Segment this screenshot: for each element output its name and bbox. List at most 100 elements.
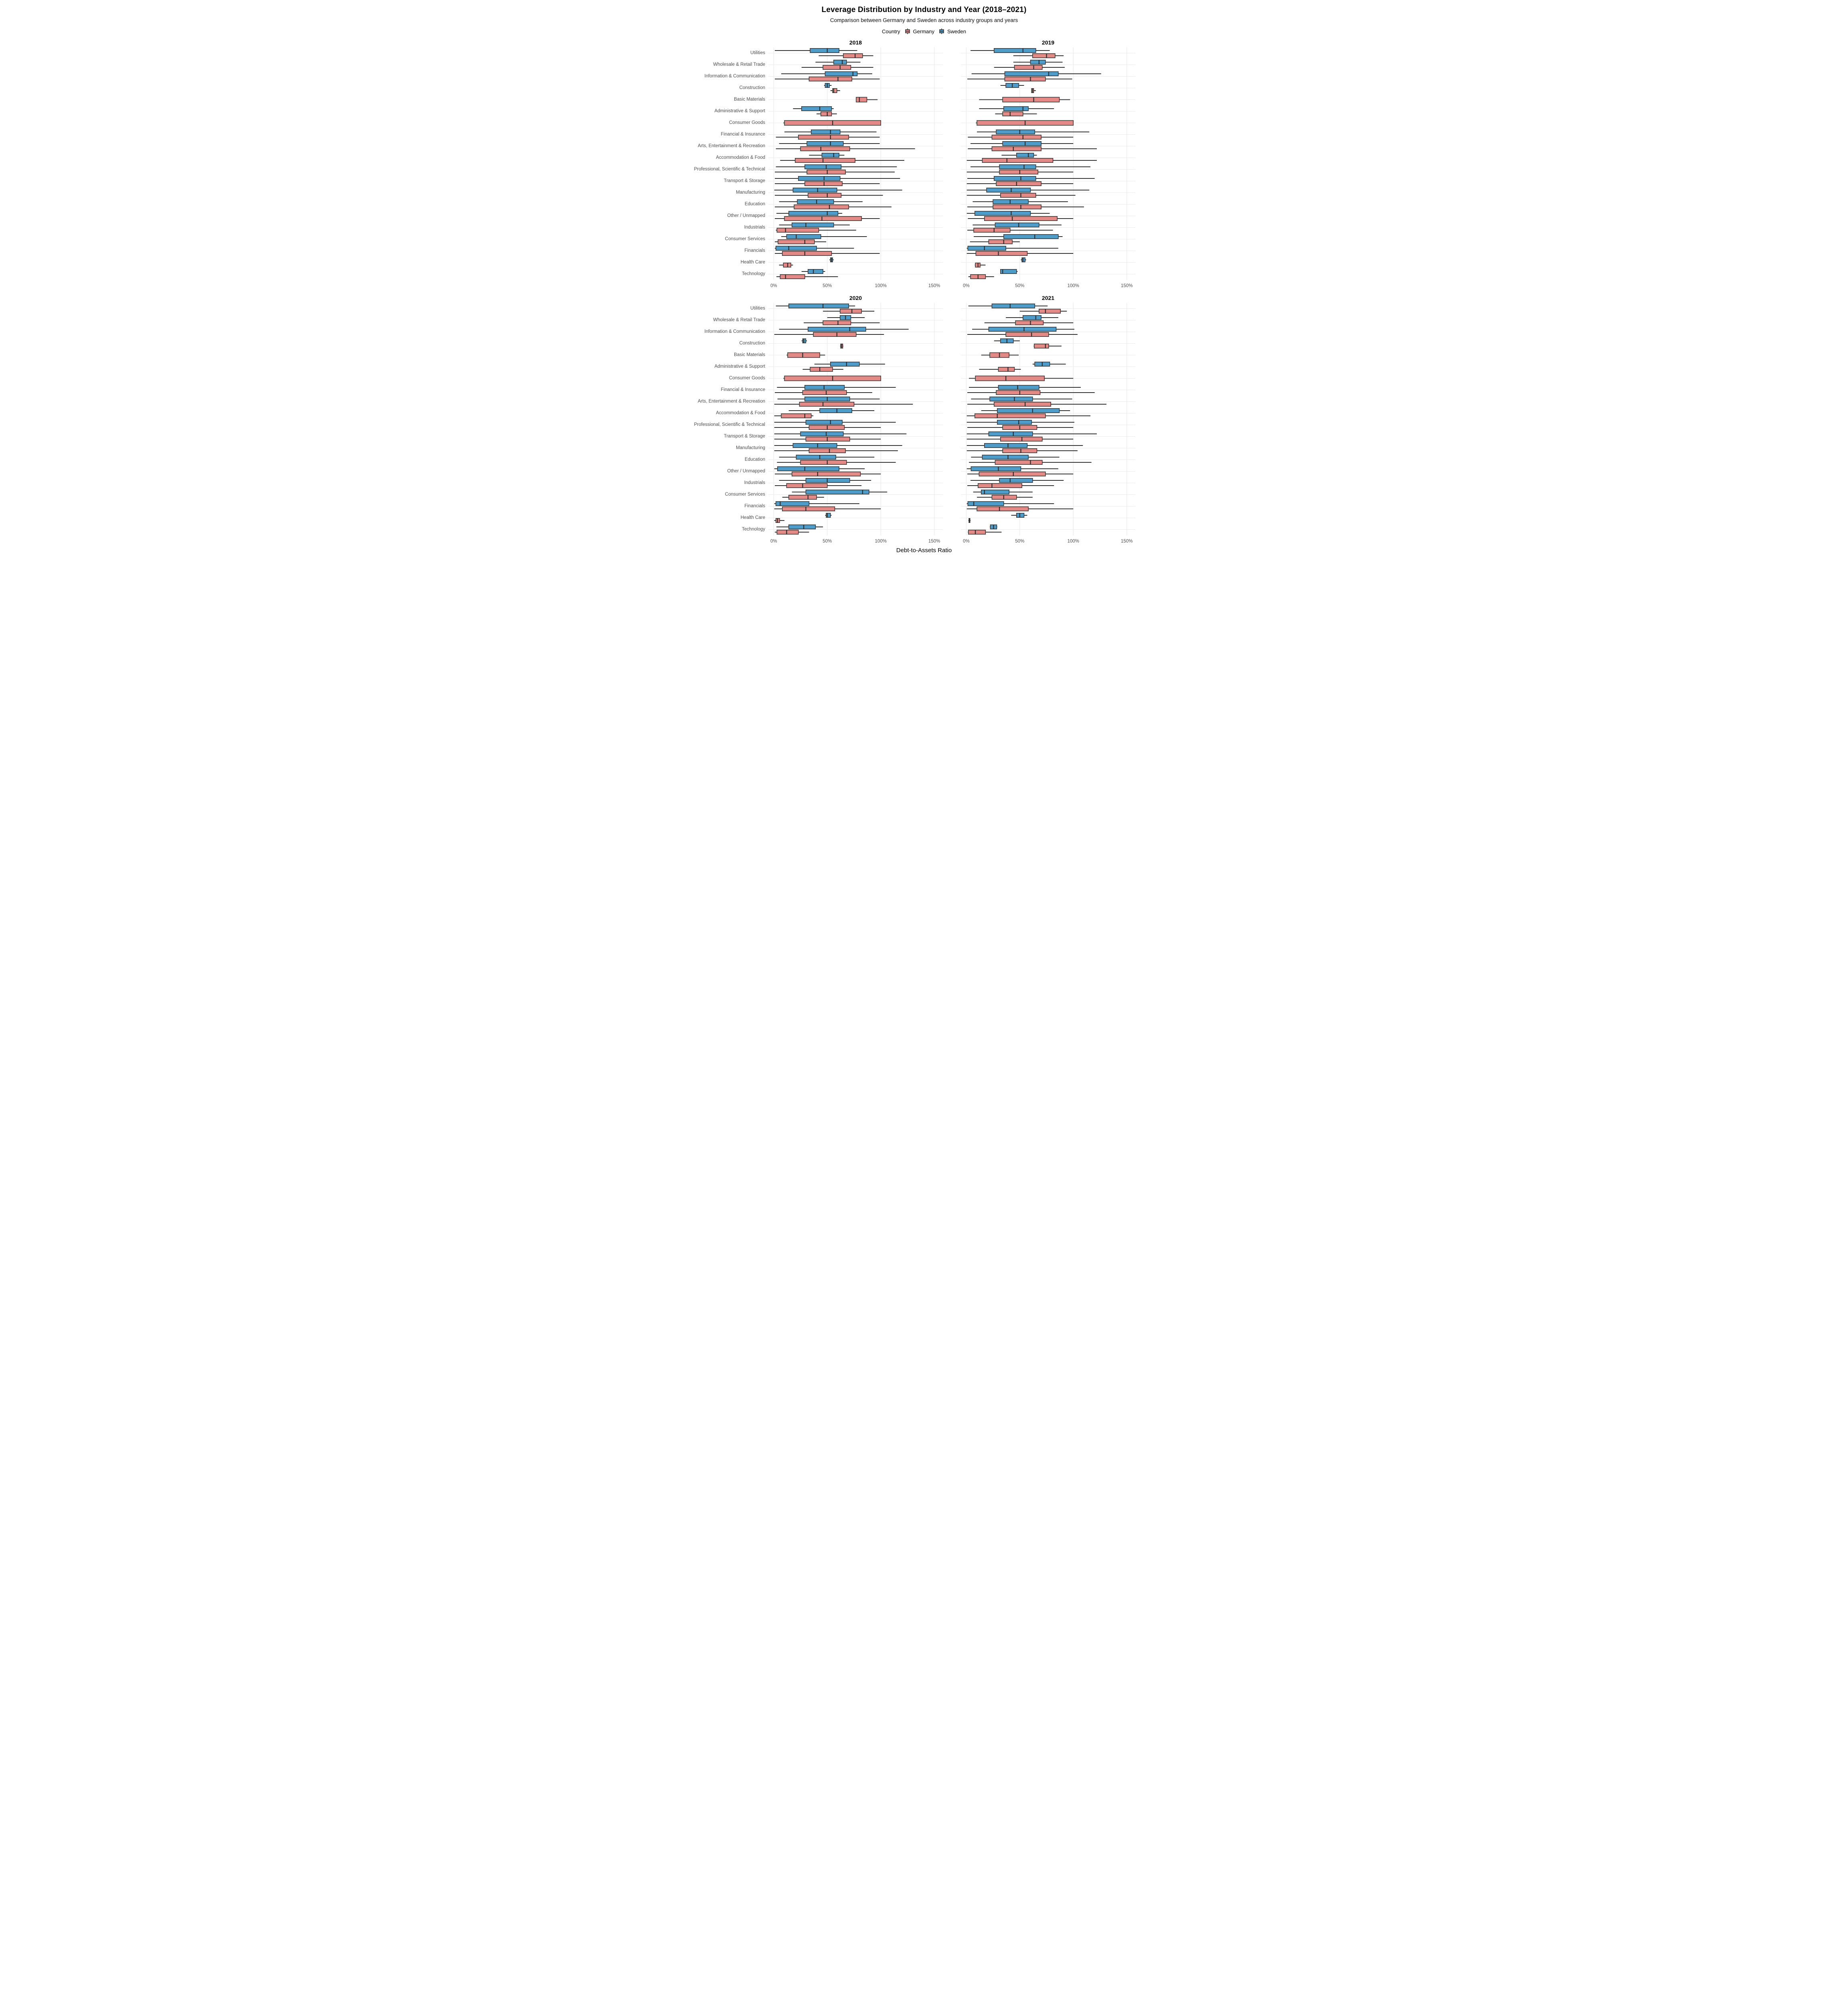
panel-title-2021: 2021 bbox=[1042, 295, 1055, 301]
panel-plot-2018 bbox=[768, 47, 943, 280]
iqr-box bbox=[805, 478, 850, 483]
industry-label: Wholesale & Retail Trade bbox=[713, 62, 765, 67]
panel-title-2018: 2018 bbox=[849, 39, 862, 46]
box-germany-3 bbox=[1033, 344, 1062, 348]
iqr-box bbox=[973, 228, 1011, 233]
iqr-box bbox=[805, 490, 869, 494]
box-sweden-13 bbox=[971, 455, 1060, 460]
iqr-box bbox=[797, 199, 834, 204]
x-axis-ticks: 0% 50% 100% 150% bbox=[961, 537, 1135, 545]
iqr-box bbox=[995, 223, 1040, 227]
box-sweden-19 bbox=[801, 269, 825, 274]
iqr-box bbox=[798, 176, 841, 181]
chart-title: Leverage Distribution by Industry and Ye… bbox=[821, 6, 1027, 14]
iqr-box bbox=[796, 455, 836, 460]
iqr-box bbox=[776, 530, 799, 535]
iqr-box bbox=[799, 402, 855, 407]
iqr-box bbox=[813, 332, 857, 337]
box-germany-17 bbox=[967, 251, 1074, 256]
iqr-box bbox=[996, 181, 1042, 186]
box-germany-4 bbox=[979, 97, 1070, 103]
box-sweden-17 bbox=[774, 501, 859, 506]
iqr-box bbox=[996, 390, 1041, 395]
iqr-box bbox=[1004, 77, 1046, 81]
iqr-box bbox=[1021, 257, 1025, 262]
box-sweden-17 bbox=[775, 246, 854, 251]
industry-label: Education bbox=[744, 457, 765, 462]
box-sweden-3 bbox=[801, 338, 807, 343]
iqr-box bbox=[800, 460, 847, 465]
industry-label: Information & Communication bbox=[704, 73, 765, 79]
figure-header: Leverage Distribution by Industry and Ye… bbox=[693, 6, 1155, 34]
industry-label: Arts, Entertainment & Recreation bbox=[697, 143, 765, 148]
box-germany-6 bbox=[783, 375, 881, 381]
iqr-box bbox=[806, 170, 846, 174]
box-sweden-0 bbox=[776, 304, 855, 308]
boxplot-key-icon-germany bbox=[905, 28, 910, 34]
box-sweden-8 bbox=[971, 397, 1072, 401]
box-sweden-16 bbox=[973, 490, 1033, 494]
iqr-box bbox=[810, 48, 839, 53]
iqr-box bbox=[1000, 437, 1043, 442]
industry-label: Health Care bbox=[740, 259, 765, 265]
box-sweden-15 bbox=[973, 223, 1062, 227]
iqr-box bbox=[777, 466, 839, 471]
iqr-box bbox=[786, 483, 828, 488]
iqr-box bbox=[1034, 344, 1049, 348]
iqr-box bbox=[792, 188, 837, 192]
x-axis-ticks: 0% 50% 100% 150% bbox=[961, 282, 1135, 290]
box-germany-8 bbox=[967, 402, 1106, 407]
iqr-box bbox=[802, 338, 806, 343]
iqr-box bbox=[804, 164, 842, 169]
box-germany-16 bbox=[782, 495, 824, 500]
box-germany-2 bbox=[967, 332, 1078, 337]
box-sweden-16 bbox=[781, 234, 867, 239]
box-germany-13 bbox=[777, 460, 896, 465]
box-germany-18 bbox=[968, 518, 971, 523]
x-tick-label: 150% bbox=[928, 539, 940, 544]
box-germany-18 bbox=[975, 263, 986, 267]
box-sweden-1 bbox=[1013, 60, 1063, 65]
iqr-box bbox=[784, 216, 862, 221]
box-sweden-2 bbox=[971, 71, 1101, 76]
box-germany-14 bbox=[967, 472, 1074, 476]
box-sweden-15 bbox=[779, 223, 850, 227]
x-tick-label: 50% bbox=[823, 284, 832, 288]
industry-label: Other / Unmapped bbox=[727, 213, 765, 218]
box-germany-17 bbox=[774, 506, 881, 511]
iqr-box bbox=[794, 158, 855, 163]
iqr-box bbox=[804, 385, 845, 390]
box-germany-16 bbox=[970, 239, 1020, 244]
iqr-box bbox=[981, 490, 1009, 494]
box-sweden-1 bbox=[815, 60, 861, 65]
iqr-box bbox=[1003, 106, 1029, 111]
box-sweden-12 bbox=[774, 188, 902, 192]
iqr-box bbox=[788, 304, 849, 308]
iqr-box bbox=[775, 501, 810, 506]
legend-entry-label: Sweden bbox=[947, 28, 966, 34]
box-sweden-7 bbox=[969, 385, 1081, 390]
industry-label: Accommodation & Food bbox=[716, 410, 765, 415]
box-sweden-11 bbox=[967, 176, 1095, 181]
legend-title: Country bbox=[882, 28, 900, 34]
facet-grid: Utilities Wholesale & Retail Trade Informa… bbox=[693, 38, 1155, 545]
industry-label: Consumer Services bbox=[725, 492, 765, 497]
box-germany-2 bbox=[775, 77, 880, 81]
iqr-box bbox=[804, 181, 843, 186]
industry-label: Industrials bbox=[744, 480, 765, 485]
box-sweden-14 bbox=[967, 211, 1050, 216]
box-sweden-12 bbox=[774, 443, 902, 448]
iqr-box bbox=[988, 431, 1033, 436]
box-sweden-13 bbox=[779, 199, 863, 204]
iqr-box bbox=[1016, 513, 1025, 518]
iqr-box bbox=[798, 135, 849, 140]
iqr-box bbox=[807, 327, 866, 332]
iqr-box bbox=[991, 146, 1042, 151]
box-sweden-9 bbox=[981, 408, 1070, 413]
box-germany-2 bbox=[774, 332, 884, 337]
iqr-box bbox=[775, 246, 817, 251]
iqr-box bbox=[792, 443, 837, 448]
iqr-box bbox=[807, 269, 823, 274]
industry-label: Industrials bbox=[744, 225, 765, 230]
box-sweden-10 bbox=[971, 164, 1090, 169]
